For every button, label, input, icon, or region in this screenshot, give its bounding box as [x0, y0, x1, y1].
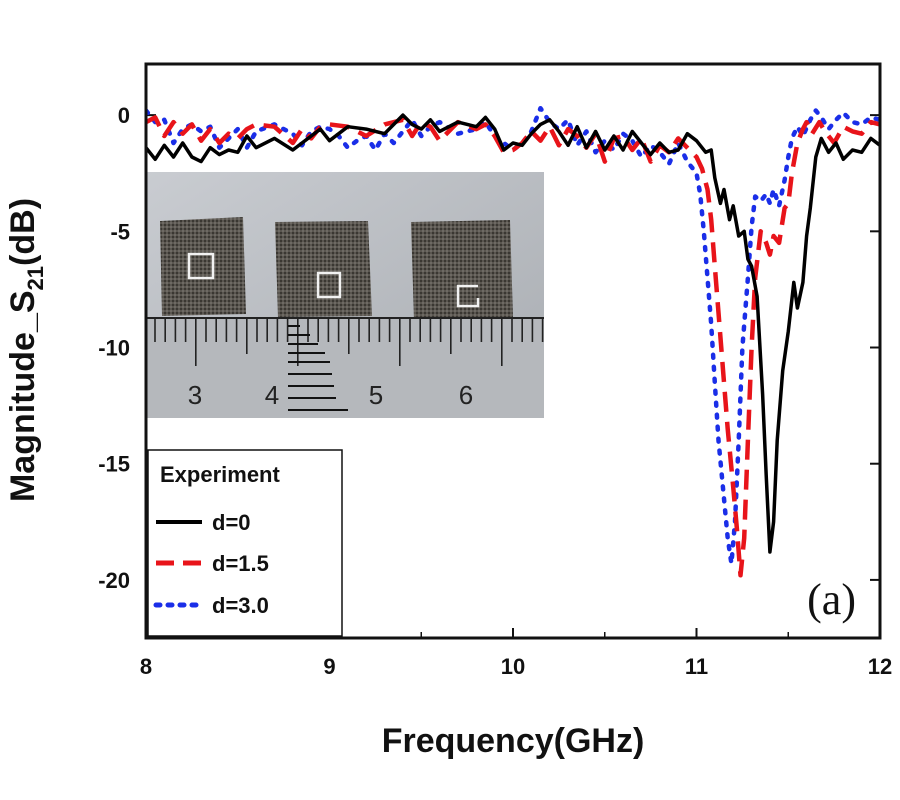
- ruler-number-3: 3: [188, 380, 202, 410]
- x-tick-label-4: 12: [868, 654, 892, 679]
- x-axis-title: Frequency(GHz): [382, 722, 645, 760]
- series-line-d-0: [146, 113, 880, 554]
- y-tick-label-1: -5: [110, 219, 130, 244]
- ruler-number-6: 6: [459, 380, 473, 410]
- legend-title: Experiment: [160, 462, 280, 487]
- plot-frame: [144, 62, 882, 640]
- sample-1: [160, 217, 246, 316]
- legend-label-d3-0: d=3.0: [212, 593, 269, 618]
- x-tick-label-3: 11: [685, 654, 708, 679]
- y-axis-title-main: Magnitude_S: [4, 290, 42, 502]
- ruler-steps: [288, 325, 348, 411]
- x-tick-label-2: 10: [501, 654, 525, 679]
- y-tick-label-2: -10: [98, 336, 130, 361]
- sample-3: [411, 220, 513, 320]
- legend-label-d0: d=0: [212, 510, 251, 535]
- y-axis-title: Magnitude_S21(dB): [4, 198, 48, 502]
- y-tick-label-4: -20: [98, 568, 130, 593]
- series-layer: [146, 105, 880, 578]
- x-tick-label-0: 8: [140, 654, 152, 679]
- inset-photo: 3 4 5 6: [146, 172, 544, 418]
- svg-text:Magnitude_S21(dB): Magnitude_S21(dB): [4, 198, 48, 502]
- legend: Experiment d=0 d=1.5 d=3.0: [147, 449, 343, 637]
- legend-label-d1-5: d=1.5: [212, 551, 269, 576]
- x-tick-label-1: 9: [323, 654, 335, 679]
- panel-label: (a): [807, 575, 856, 624]
- ruler: 3 4 5 6: [146, 317, 544, 418]
- y-axis-title-sub: 21: [23, 266, 48, 290]
- ruler-number-5: 5: [369, 380, 383, 410]
- sample-2: [275, 221, 372, 317]
- y-axis-title-suffix: (dB): [4, 198, 42, 266]
- ruler-number-4: 4: [265, 380, 279, 410]
- y-tick-label-0: 0: [118, 103, 130, 128]
- y-tick-label-3: -15: [98, 452, 130, 477]
